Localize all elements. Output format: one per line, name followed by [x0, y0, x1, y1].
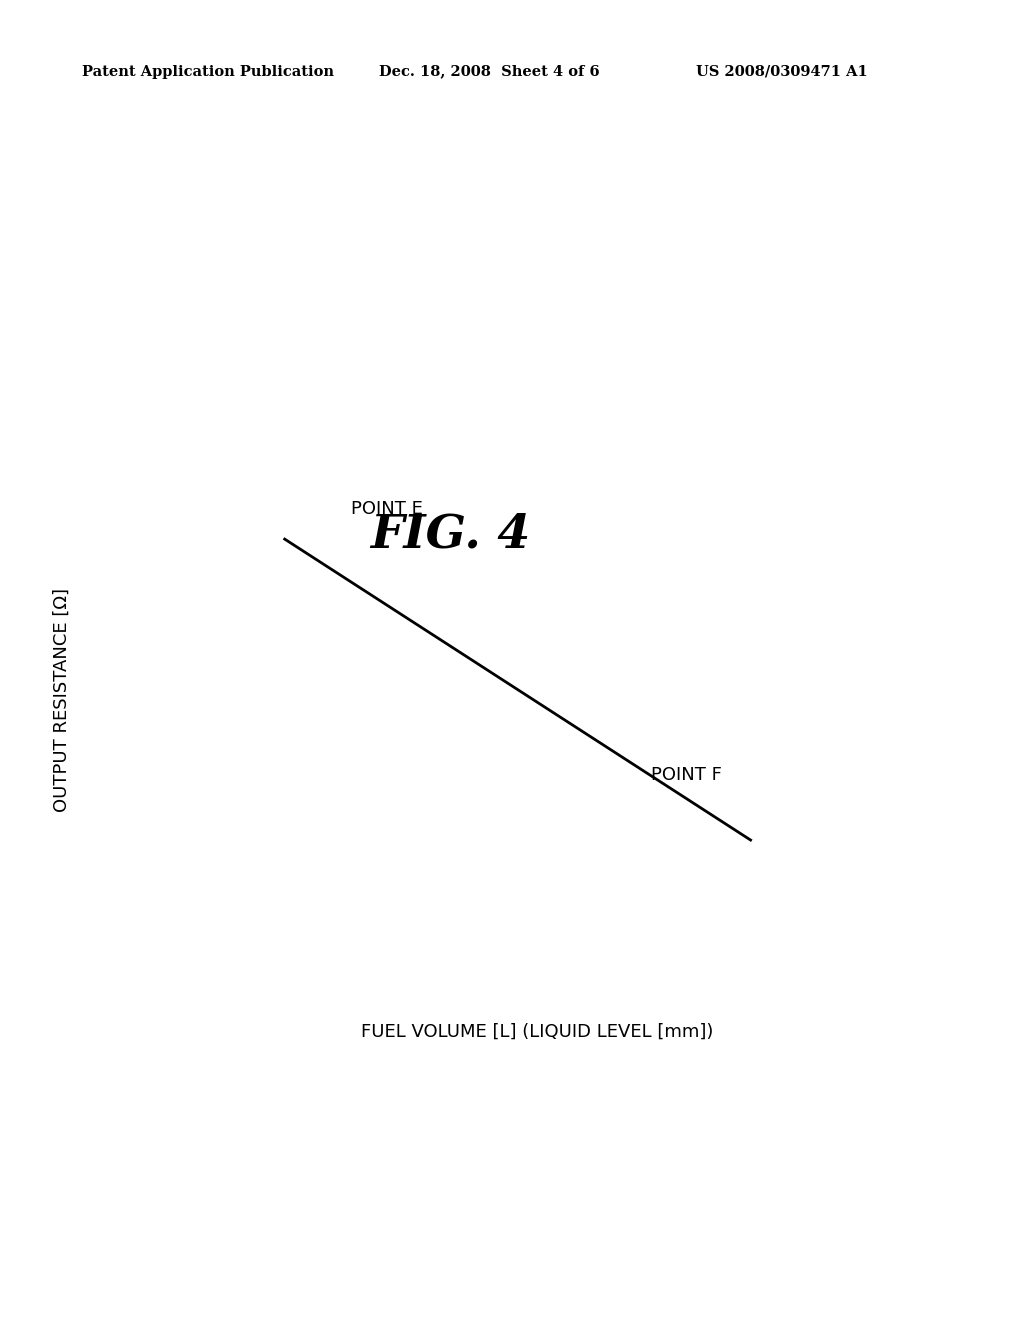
Text: POINT E: POINT E: [351, 500, 423, 517]
Text: Dec. 18, 2008  Sheet 4 of 6: Dec. 18, 2008 Sheet 4 of 6: [379, 65, 599, 79]
Text: POINT F: POINT F: [651, 766, 722, 784]
Text: Patent Application Publication: Patent Application Publication: [82, 65, 334, 79]
Text: FIG. 4: FIG. 4: [371, 512, 530, 557]
Text: FUEL VOLUME [L] (LIQUID LEVEL [mm]): FUEL VOLUME [L] (LIQUID LEVEL [mm]): [361, 1023, 714, 1041]
Text: US 2008/0309471 A1: US 2008/0309471 A1: [696, 65, 868, 79]
Text: OUTPUT RESISTANCE [Ω]: OUTPUT RESISTANCE [Ω]: [52, 587, 71, 812]
